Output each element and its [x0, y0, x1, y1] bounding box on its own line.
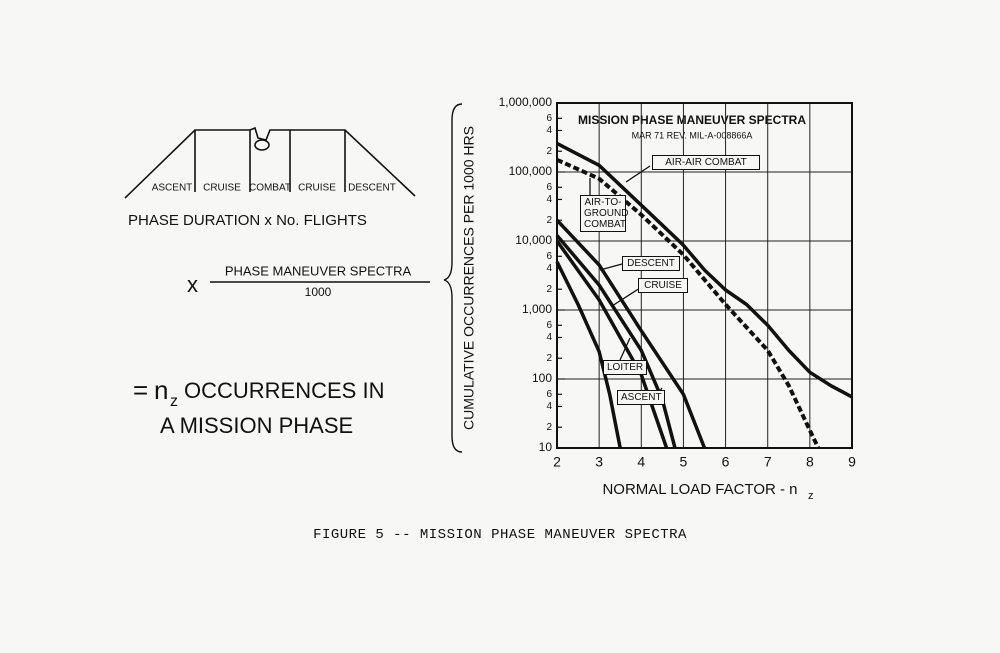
y-tick-label: 100: [532, 371, 552, 385]
x-tick-label: 4: [637, 454, 645, 470]
x-tick-label: 5: [680, 454, 688, 470]
label-arrow: [611, 287, 641, 307]
caption: FIGURE 5 -- MISSION PHASE MANEUVER SPECT…: [313, 527, 687, 543]
y-tick-label: 6: [546, 182, 552, 193]
series-label: CRUISE: [638, 278, 688, 293]
y-tick-label: 6: [546, 113, 552, 124]
x-tick-label: 2: [553, 454, 561, 470]
y-tick-label: 2: [546, 215, 552, 226]
result-line: OCCURRENCES IN: [184, 378, 384, 403]
series-line: [555, 234, 677, 449]
brace: [443, 103, 463, 453]
phase-label: CRUISE: [298, 183, 336, 194]
label-arrow: [625, 165, 651, 183]
chart-title: MISSION PHASE MANEUVER SPECTRA: [578, 113, 806, 127]
series-label: AIR-AIR COMBAT: [652, 155, 760, 170]
x-tick-label: 6: [722, 454, 730, 470]
y-tick-label: 10: [539, 440, 553, 454]
y-axis-label: CUMULATIVE OCCURRENCES PER 1000 HRS: [461, 126, 477, 430]
y-tick-label: 2: [546, 284, 552, 295]
x-tick-label: 3: [595, 454, 603, 470]
series-line: [555, 261, 622, 449]
fraction-denominator: 1000: [305, 285, 332, 299]
y-tick-label: 10,000: [515, 233, 552, 247]
series-line: [556, 157, 821, 449]
y-tick-label: 1,000,000: [499, 95, 553, 109]
x-tick-label: 9: [848, 454, 856, 470]
series-label: DESCENT: [622, 256, 680, 271]
x-tick-label: 7: [764, 454, 772, 470]
y-tick-label: 6: [546, 389, 552, 400]
y-tick-label: 100,000: [509, 164, 553, 178]
n-symbol: n: [154, 375, 168, 405]
y-tick-label: 4: [546, 194, 552, 205]
y-tick-label: 4: [546, 125, 552, 136]
fraction-numerator: PHASE MANEUVER SPECTRA: [225, 263, 412, 278]
y-tick-label: 2: [546, 146, 552, 157]
series-line: [556, 141, 853, 399]
y-tick-label: 4: [546, 401, 552, 412]
x-axis-label-subscript: z: [808, 490, 814, 502]
label-arrow: [619, 337, 631, 361]
phase-duration: PHASE DURATION x No. FLIGHTS: [128, 212, 367, 229]
phase-label: COMBAT: [249, 183, 291, 194]
y-tick-label: 1,000: [522, 302, 552, 316]
result-line: A MISSION PHASE: [160, 413, 353, 438]
y-tick-label: 2: [546, 353, 552, 364]
equals-sign: =: [133, 375, 148, 405]
label-arrow: [599, 263, 623, 271]
combat-marker: [254, 139, 270, 151]
series-label: ASCENT: [617, 390, 665, 405]
series-line: [555, 219, 707, 449]
chart-subtitle: MAR 71 REV. MIL-A-008866A: [632, 130, 753, 140]
mission-profile: [124, 126, 416, 199]
series-label: AIR-TO-GROUND COMBAT: [580, 195, 628, 232]
n-subscript: z: [170, 393, 178, 410]
y-tick-label: 6: [546, 320, 552, 331]
x-tick-label: 8: [806, 454, 814, 470]
x-axis-label: NORMAL LOAD FACTOR - n: [602, 481, 797, 498]
y-tick-label: 4: [546, 332, 552, 343]
y-tick-label: 2: [546, 422, 552, 433]
series-label: LOITER: [603, 360, 647, 375]
y-tick-label: 6: [546, 251, 552, 262]
phase-label: ASCENT: [152, 183, 193, 194]
series-line: [555, 239, 669, 449]
phase-label: CRUISE: [203, 183, 241, 194]
times-sign: x: [187, 272, 198, 297]
y-tick-label: 4: [546, 263, 552, 274]
profile-outline: [124, 126, 416, 199]
phase-label: DESCENT: [348, 183, 396, 194]
